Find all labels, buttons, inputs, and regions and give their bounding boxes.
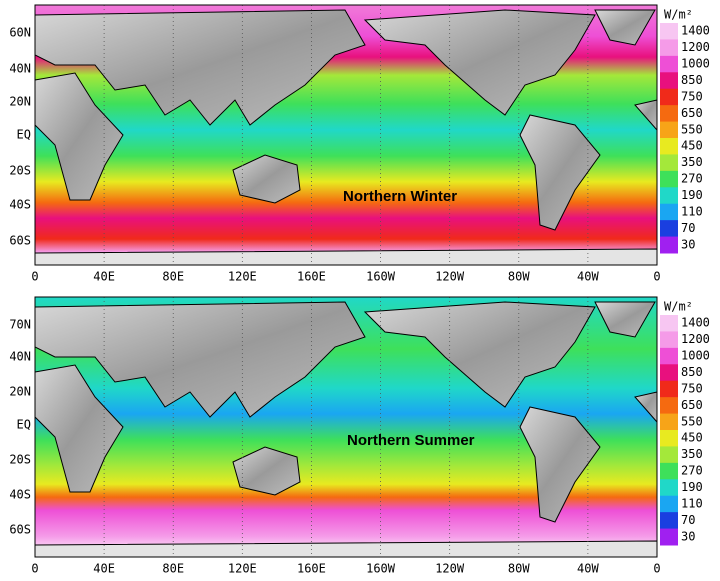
colorbar-swatch bbox=[660, 446, 678, 464]
y-axis-label: 70N bbox=[9, 318, 31, 332]
y-axis-label: 60S bbox=[9, 523, 31, 537]
colorbar-label: 650 bbox=[681, 106, 703, 120]
y-axis-label: 20N bbox=[9, 385, 31, 399]
colorbar-label: 70 bbox=[681, 221, 695, 235]
x-axis-label: 0 bbox=[31, 562, 38, 576]
colorbar-swatch bbox=[660, 72, 678, 90]
colorbar-label: 450 bbox=[681, 431, 703, 445]
y-axis-label: 20S bbox=[9, 453, 31, 467]
x-axis-label: 40E bbox=[93, 270, 115, 284]
map-panel bbox=[34, 296, 658, 558]
colorbar-swatch bbox=[660, 512, 678, 530]
y-axis-label: 40N bbox=[9, 62, 31, 76]
x-axis-label: 160W bbox=[366, 562, 396, 576]
colorbar-label: 850 bbox=[681, 365, 703, 379]
y-axis-label: 60N bbox=[9, 26, 31, 40]
colorbar-label: 650 bbox=[681, 398, 703, 412]
y-axis-label: EQ bbox=[17, 418, 31, 432]
colorbar-label: 30 bbox=[681, 529, 695, 543]
x-axis-label: 160W bbox=[366, 270, 396, 284]
colorbar-swatch bbox=[660, 347, 678, 365]
map-panel bbox=[34, 4, 658, 266]
x-axis-label: 0 bbox=[653, 562, 660, 576]
colorbar-label: 450 bbox=[681, 139, 703, 153]
x-axis-label: 0 bbox=[31, 270, 38, 284]
x-axis-label: 80W bbox=[508, 562, 530, 576]
map-frame bbox=[34, 296, 658, 558]
colorbar-swatch bbox=[660, 430, 678, 447]
colorbar-swatch bbox=[660, 462, 678, 480]
colorbar-label: 1400 bbox=[681, 316, 710, 330]
x-axis-label: 120E bbox=[228, 270, 257, 284]
colorbar-label: 30 bbox=[681, 237, 695, 251]
colorbar-swatch bbox=[660, 220, 678, 238]
colorbar-label: 110 bbox=[681, 204, 703, 218]
colorbar-label: 1000 bbox=[681, 57, 710, 71]
colorbar-swatch bbox=[660, 315, 678, 332]
x-axis-label: 120W bbox=[435, 562, 465, 576]
colorbar-label: 1400 bbox=[681, 24, 710, 38]
x-axis-label: 160E bbox=[297, 270, 326, 284]
colorbar-swatch bbox=[660, 380, 678, 398]
colorbar-swatch bbox=[660, 23, 678, 40]
x-axis-label: 120W bbox=[435, 270, 465, 284]
colorbar-label: 550 bbox=[681, 414, 703, 428]
colorbar-swatch bbox=[660, 528, 678, 546]
colorbar-label: 270 bbox=[681, 464, 703, 478]
colorbar-label: 750 bbox=[681, 89, 703, 103]
colorbar-swatch bbox=[660, 495, 678, 513]
colorbar-label: 270 bbox=[681, 172, 703, 186]
map-frame bbox=[34, 4, 658, 266]
colorbar-label: 190 bbox=[681, 480, 703, 494]
panel-annotation: Northern Summer bbox=[347, 432, 475, 449]
colorbar-swatch bbox=[660, 364, 678, 382]
y-axis-label: 40S bbox=[9, 198, 31, 212]
x-axis-label: 40E bbox=[93, 562, 115, 576]
colorbar-label: 1000 bbox=[681, 349, 710, 363]
y-axis-label: EQ bbox=[17, 128, 31, 142]
colorbar-label: 350 bbox=[681, 155, 703, 169]
x-axis-label: 40W bbox=[577, 562, 599, 576]
y-axis-label: 20N bbox=[9, 95, 31, 109]
colorbar-label: 550 bbox=[681, 122, 703, 136]
colorbar-unit: W/m² bbox=[664, 8, 693, 22]
x-axis-label: 80W bbox=[508, 270, 530, 284]
y-axis-label: 60S bbox=[9, 234, 31, 248]
x-axis-label: 80E bbox=[162, 270, 184, 284]
x-axis-label: 120E bbox=[228, 562, 257, 576]
colorbar-label: 70 bbox=[681, 513, 695, 527]
x-axis-label: 80E bbox=[162, 562, 184, 576]
colorbar-label: 850 bbox=[681, 73, 703, 87]
colorbar-label: 190 bbox=[681, 188, 703, 202]
y-axis-label: 40S bbox=[9, 488, 31, 502]
colorbar-label: 1200 bbox=[681, 40, 710, 54]
y-axis-label: 20S bbox=[9, 164, 31, 178]
x-axis-label: 0 bbox=[653, 270, 660, 284]
colorbar-swatch bbox=[660, 88, 678, 106]
colorbar-label: 1200 bbox=[681, 332, 710, 346]
colorbar-label: 750 bbox=[681, 381, 703, 395]
colorbar-swatch bbox=[660, 479, 678, 497]
colorbar-swatch bbox=[660, 236, 678, 254]
colorbar-label: 350 bbox=[681, 447, 703, 461]
colorbar-swatch bbox=[660, 187, 678, 205]
colorbar-swatch bbox=[660, 55, 678, 73]
colorbar-swatch bbox=[660, 121, 678, 139]
colorbar-swatch bbox=[660, 170, 678, 188]
colorbar-swatch bbox=[660, 203, 678, 221]
colorbar-swatch bbox=[660, 39, 678, 57]
colorbar-swatch bbox=[660, 331, 678, 349]
x-axis-label: 40W bbox=[577, 270, 599, 284]
panel-annotation: Northern Winter bbox=[343, 188, 457, 205]
colorbar-swatch bbox=[660, 413, 678, 431]
colorbar-label: 110 bbox=[681, 496, 703, 510]
colorbar-swatch bbox=[660, 397, 678, 415]
colorbar-unit: W/m² bbox=[664, 300, 693, 314]
colorbar-swatch bbox=[660, 154, 678, 172]
y-axis-label: 40N bbox=[9, 350, 31, 364]
colorbar-swatch bbox=[660, 105, 678, 123]
x-axis-label: 160E bbox=[297, 562, 326, 576]
colorbar-swatch bbox=[660, 138, 678, 155]
